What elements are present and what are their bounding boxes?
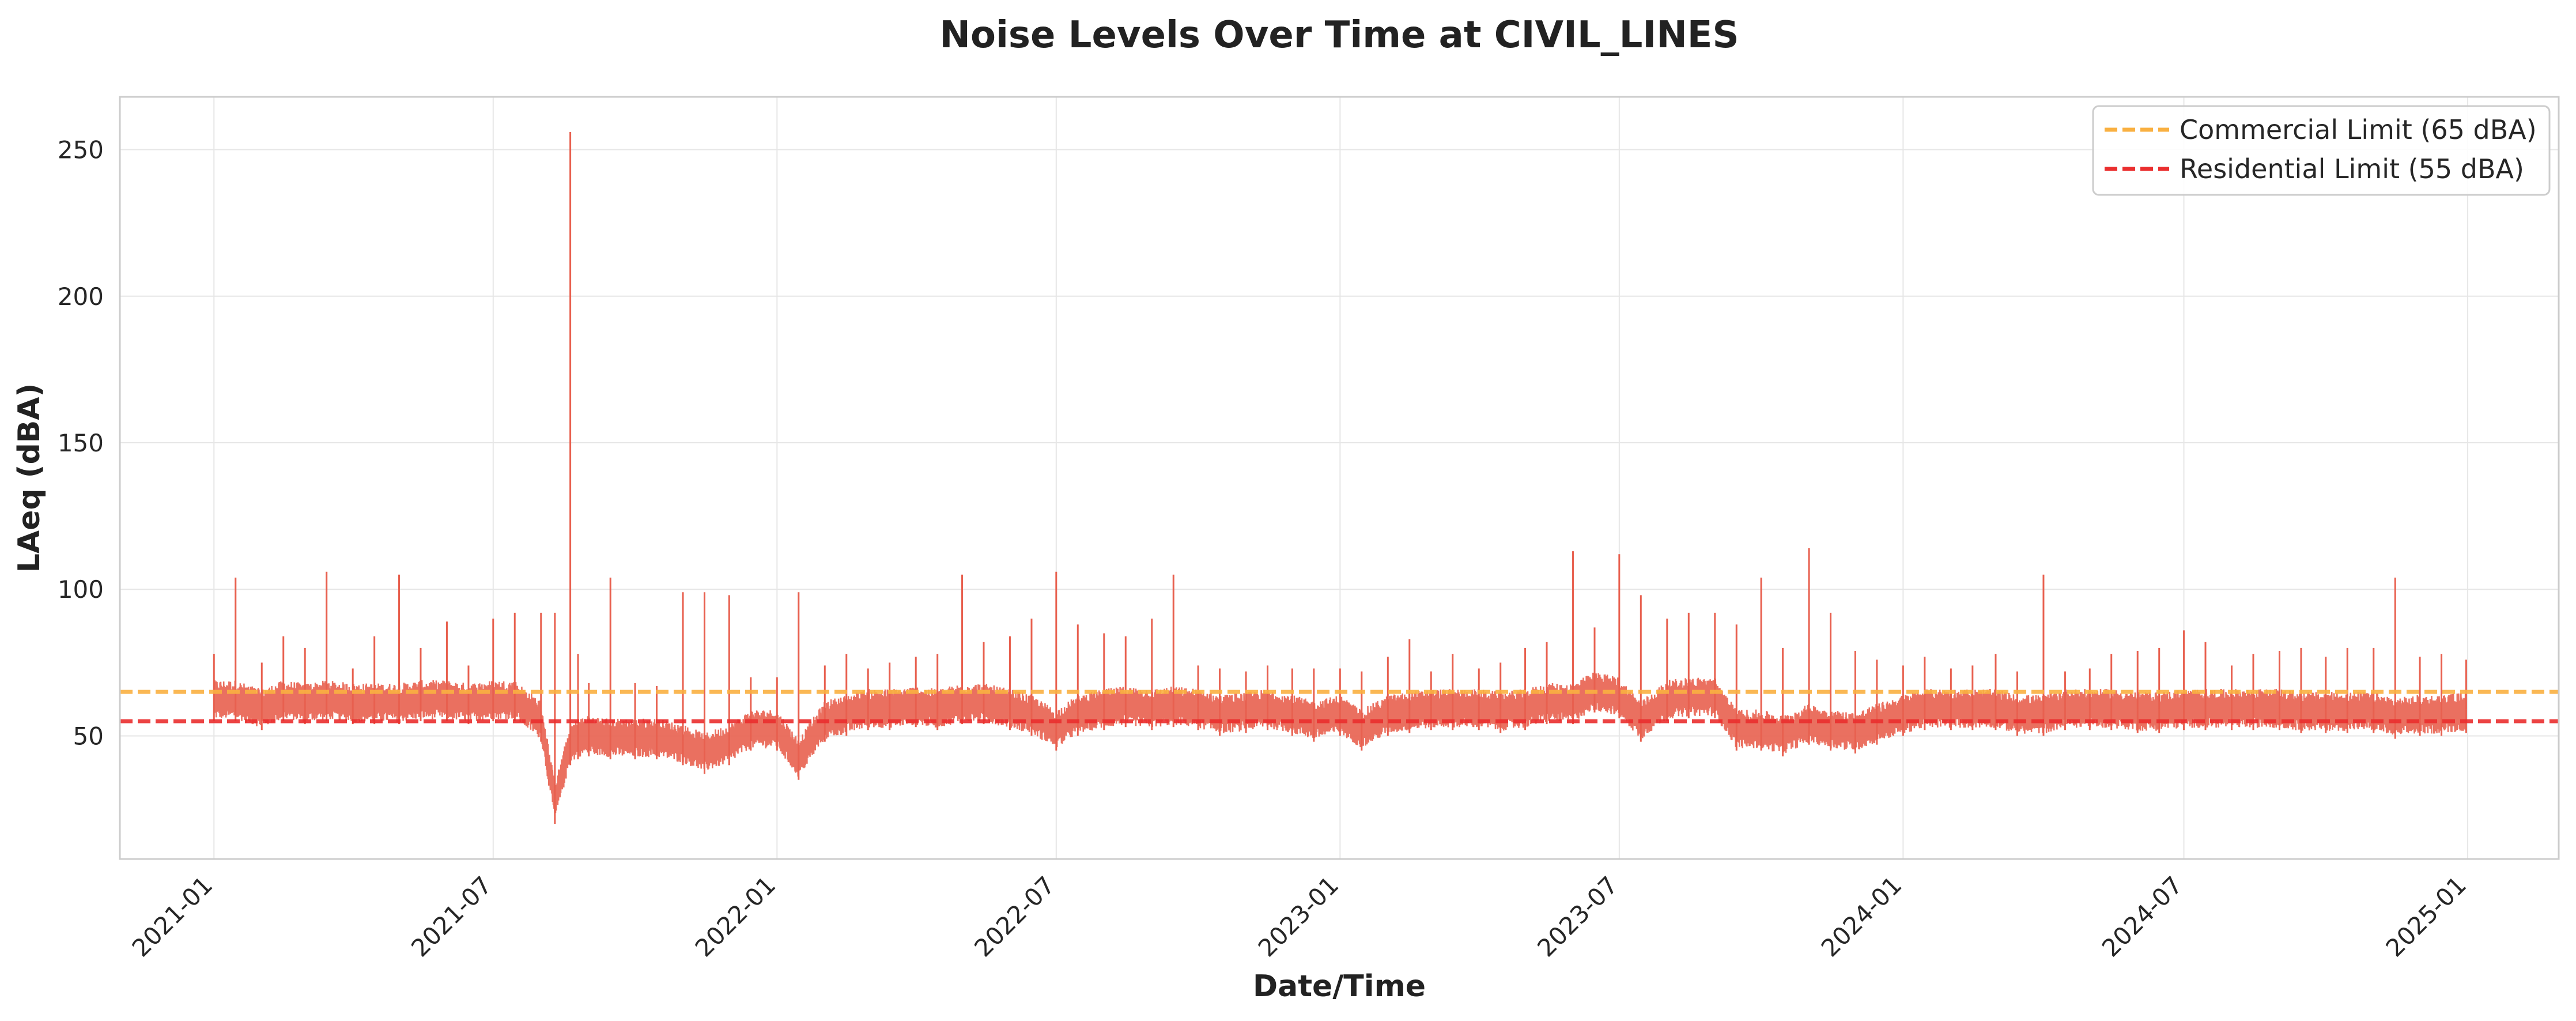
plot-area xyxy=(120,97,2559,859)
x-tick-label: 2023-01 xyxy=(1253,871,1344,962)
x-tick-label: 2024-07 xyxy=(2097,871,2188,962)
y-tick-label: 100 xyxy=(58,575,104,604)
x-tick-label: 2025-01 xyxy=(2380,871,2472,962)
x-tick-label: 2021-01 xyxy=(127,871,218,962)
x-tick-label: 2023-07 xyxy=(1532,871,1623,962)
plot-frame xyxy=(119,96,2560,860)
x-tick-label: 2022-07 xyxy=(969,871,1060,962)
x-tick-label: 2021-07 xyxy=(406,871,497,962)
x-axis-label: Date/Time xyxy=(1253,969,1426,1004)
x-tick-label: 2022-01 xyxy=(690,871,781,962)
y-tick-labels: 50 100 150 200 250 xyxy=(58,136,104,751)
chart-title: Noise Levels Over Time at CIVIL_LINES xyxy=(939,14,1739,56)
y-tick-label: 200 xyxy=(58,282,104,311)
legend-label-residential: Residential Limit (55 dBA) xyxy=(2180,153,2524,184)
noise-series xyxy=(213,132,2467,824)
reference-lines xyxy=(120,690,2559,724)
y-tick-label: 250 xyxy=(58,136,104,164)
x-tick-labels: 2021-01 2021-07 2022-01 2022-07 2023-01 2023-… xyxy=(127,871,2472,962)
legend: Commercial Limit (65 dBA) Residential Li… xyxy=(2092,105,2551,196)
y-tick-label: 50 xyxy=(73,722,104,750)
legend-box xyxy=(2092,105,2551,196)
x-tick-label: 2024-01 xyxy=(1816,871,1908,962)
legend-label-commercial: Commercial Limit (65 dBA) xyxy=(2180,114,2537,145)
y-gridlines xyxy=(120,149,2559,737)
y-axis-label: LAeq (dBA) xyxy=(12,383,47,573)
y-tick-label: 150 xyxy=(58,429,104,457)
